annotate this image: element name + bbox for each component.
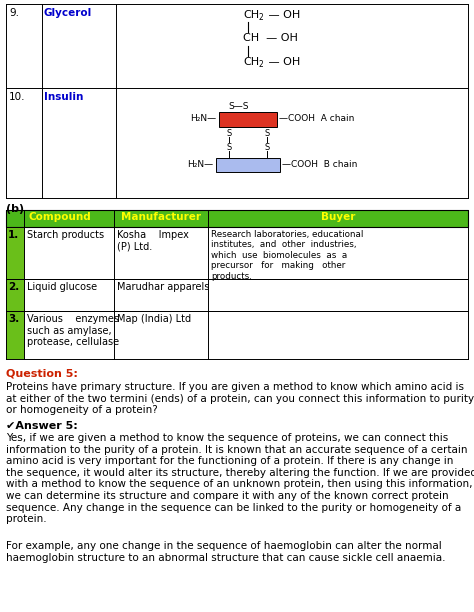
Text: — OH: — OH — [265, 10, 300, 20]
Text: —COOH  A chain: —COOH A chain — [279, 114, 355, 123]
Text: H₂N—: H₂N— — [187, 160, 213, 169]
Text: —COOH  B chain: —COOH B chain — [282, 160, 357, 169]
Text: Kosha    Impex
(P) Ltd.: Kosha Impex (P) Ltd. — [117, 230, 189, 252]
Bar — [219, 112, 277, 127]
Text: 10.: 10. — [9, 92, 26, 102]
Text: CH  — OH: CH — OH — [243, 33, 298, 43]
Text: (b): (b) — [6, 204, 24, 214]
Text: S: S — [227, 143, 232, 152]
Bar — [6, 311, 24, 359]
Text: Question 5:: Question 5: — [6, 369, 78, 379]
Bar — [216, 158, 280, 172]
Text: 1.: 1. — [8, 230, 19, 240]
Text: 3.: 3. — [8, 314, 19, 324]
Text: Manufacturer: Manufacturer — [121, 212, 201, 222]
Text: — OH: — OH — [265, 57, 300, 67]
Text: S—S: S—S — [228, 102, 248, 111]
Text: Insulin: Insulin — [44, 92, 83, 102]
Text: For example, any one change in the sequence of haemoglobin can alter the normal
: For example, any one change in the seque… — [6, 541, 446, 562]
Text: Starch products: Starch products — [27, 230, 104, 240]
Text: 2: 2 — [259, 60, 264, 69]
Bar — [6, 279, 24, 311]
Text: Research laboratories, educational
institutes,  and  other  industries,
which  u: Research laboratories, educational insti… — [211, 230, 364, 280]
Text: S: S — [227, 129, 232, 138]
Text: 2.: 2. — [8, 282, 19, 292]
Text: Proteins have primary structure. If you are given a method to know which amino a: Proteins have primary structure. If you … — [6, 382, 474, 415]
Text: CH: CH — [243, 57, 259, 67]
Text: Map (India) Ltd: Map (India) Ltd — [117, 314, 191, 324]
Text: Various    enzymes
such as amylase,
protease, cellulase: Various enzymes such as amylase, proteas… — [27, 314, 119, 347]
Bar — [6, 210, 468, 227]
Text: Glycerol: Glycerol — [44, 8, 92, 18]
Text: Yes, if we are given a method to know the sequence of proteins, we can connect t: Yes, if we are given a method to know th… — [6, 433, 474, 524]
Text: H₂N—: H₂N— — [190, 114, 216, 123]
Bar — [6, 227, 24, 279]
Text: Buyer: Buyer — [321, 212, 355, 222]
Text: S: S — [265, 129, 270, 138]
Text: ✔Answer 5:: ✔Answer 5: — [6, 421, 78, 431]
Text: Liquid glucose: Liquid glucose — [27, 282, 97, 292]
Text: Compound: Compound — [28, 212, 91, 222]
Text: S: S — [265, 143, 270, 152]
Text: Marudhar apparels: Marudhar apparels — [117, 282, 210, 292]
Text: 2: 2 — [259, 13, 264, 22]
Text: 9.: 9. — [9, 8, 19, 18]
Text: CH: CH — [243, 10, 259, 20]
